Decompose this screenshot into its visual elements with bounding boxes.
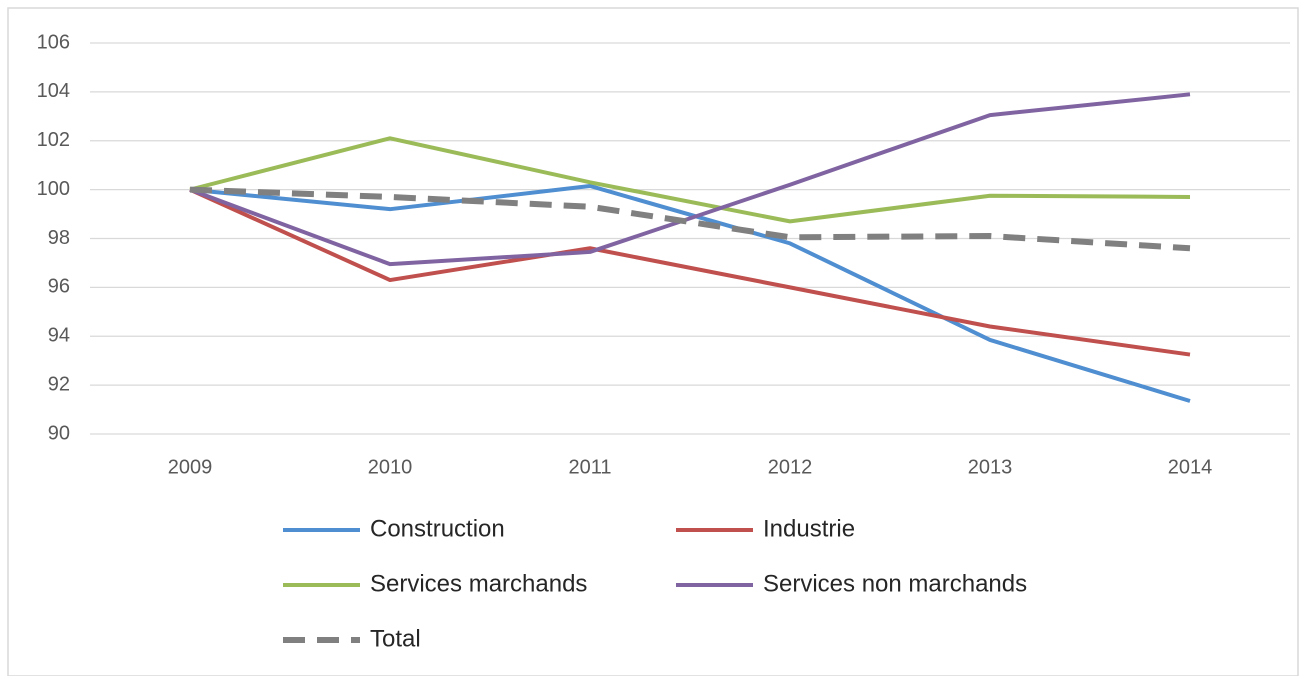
legend-label: Construction — [370, 515, 505, 542]
x-tick-label: 2013 — [968, 456, 1013, 478]
series-line — [189, 183, 1191, 403]
x-tick-label: 2014 — [1168, 456, 1213, 478]
x-tick-label: 2010 — [368, 456, 413, 478]
y-tick-label: 100 — [37, 178, 70, 200]
y-tick-label: 90 — [48, 422, 70, 444]
y-tick-label: 104 — [37, 80, 70, 102]
y-tick-label: 98 — [48, 227, 70, 249]
y-tick-label: 94 — [48, 325, 70, 347]
x-tick-label: 2012 — [768, 456, 813, 478]
x-tick-label: 2011 — [568, 456, 611, 478]
y-tick-label: 106 — [37, 31, 70, 53]
y-tick-label: 92 — [48, 373, 70, 395]
series-line — [189, 136, 1191, 224]
legend-label: Services non marchands — [763, 570, 1027, 597]
series-line — [189, 187, 1191, 357]
chart-border — [7, 7, 1299, 676]
y-tick-label: 96 — [48, 276, 70, 298]
series-line — [189, 92, 1191, 267]
legend-label: Industrie — [763, 515, 855, 542]
x-tick-label: 2009 — [168, 456, 213, 478]
series-line — [189, 186, 1191, 252]
y-tick-label: 102 — [37, 129, 70, 151]
legend-label: Total — [370, 625, 421, 652]
legend-label: Services marchands — [370, 570, 587, 597]
